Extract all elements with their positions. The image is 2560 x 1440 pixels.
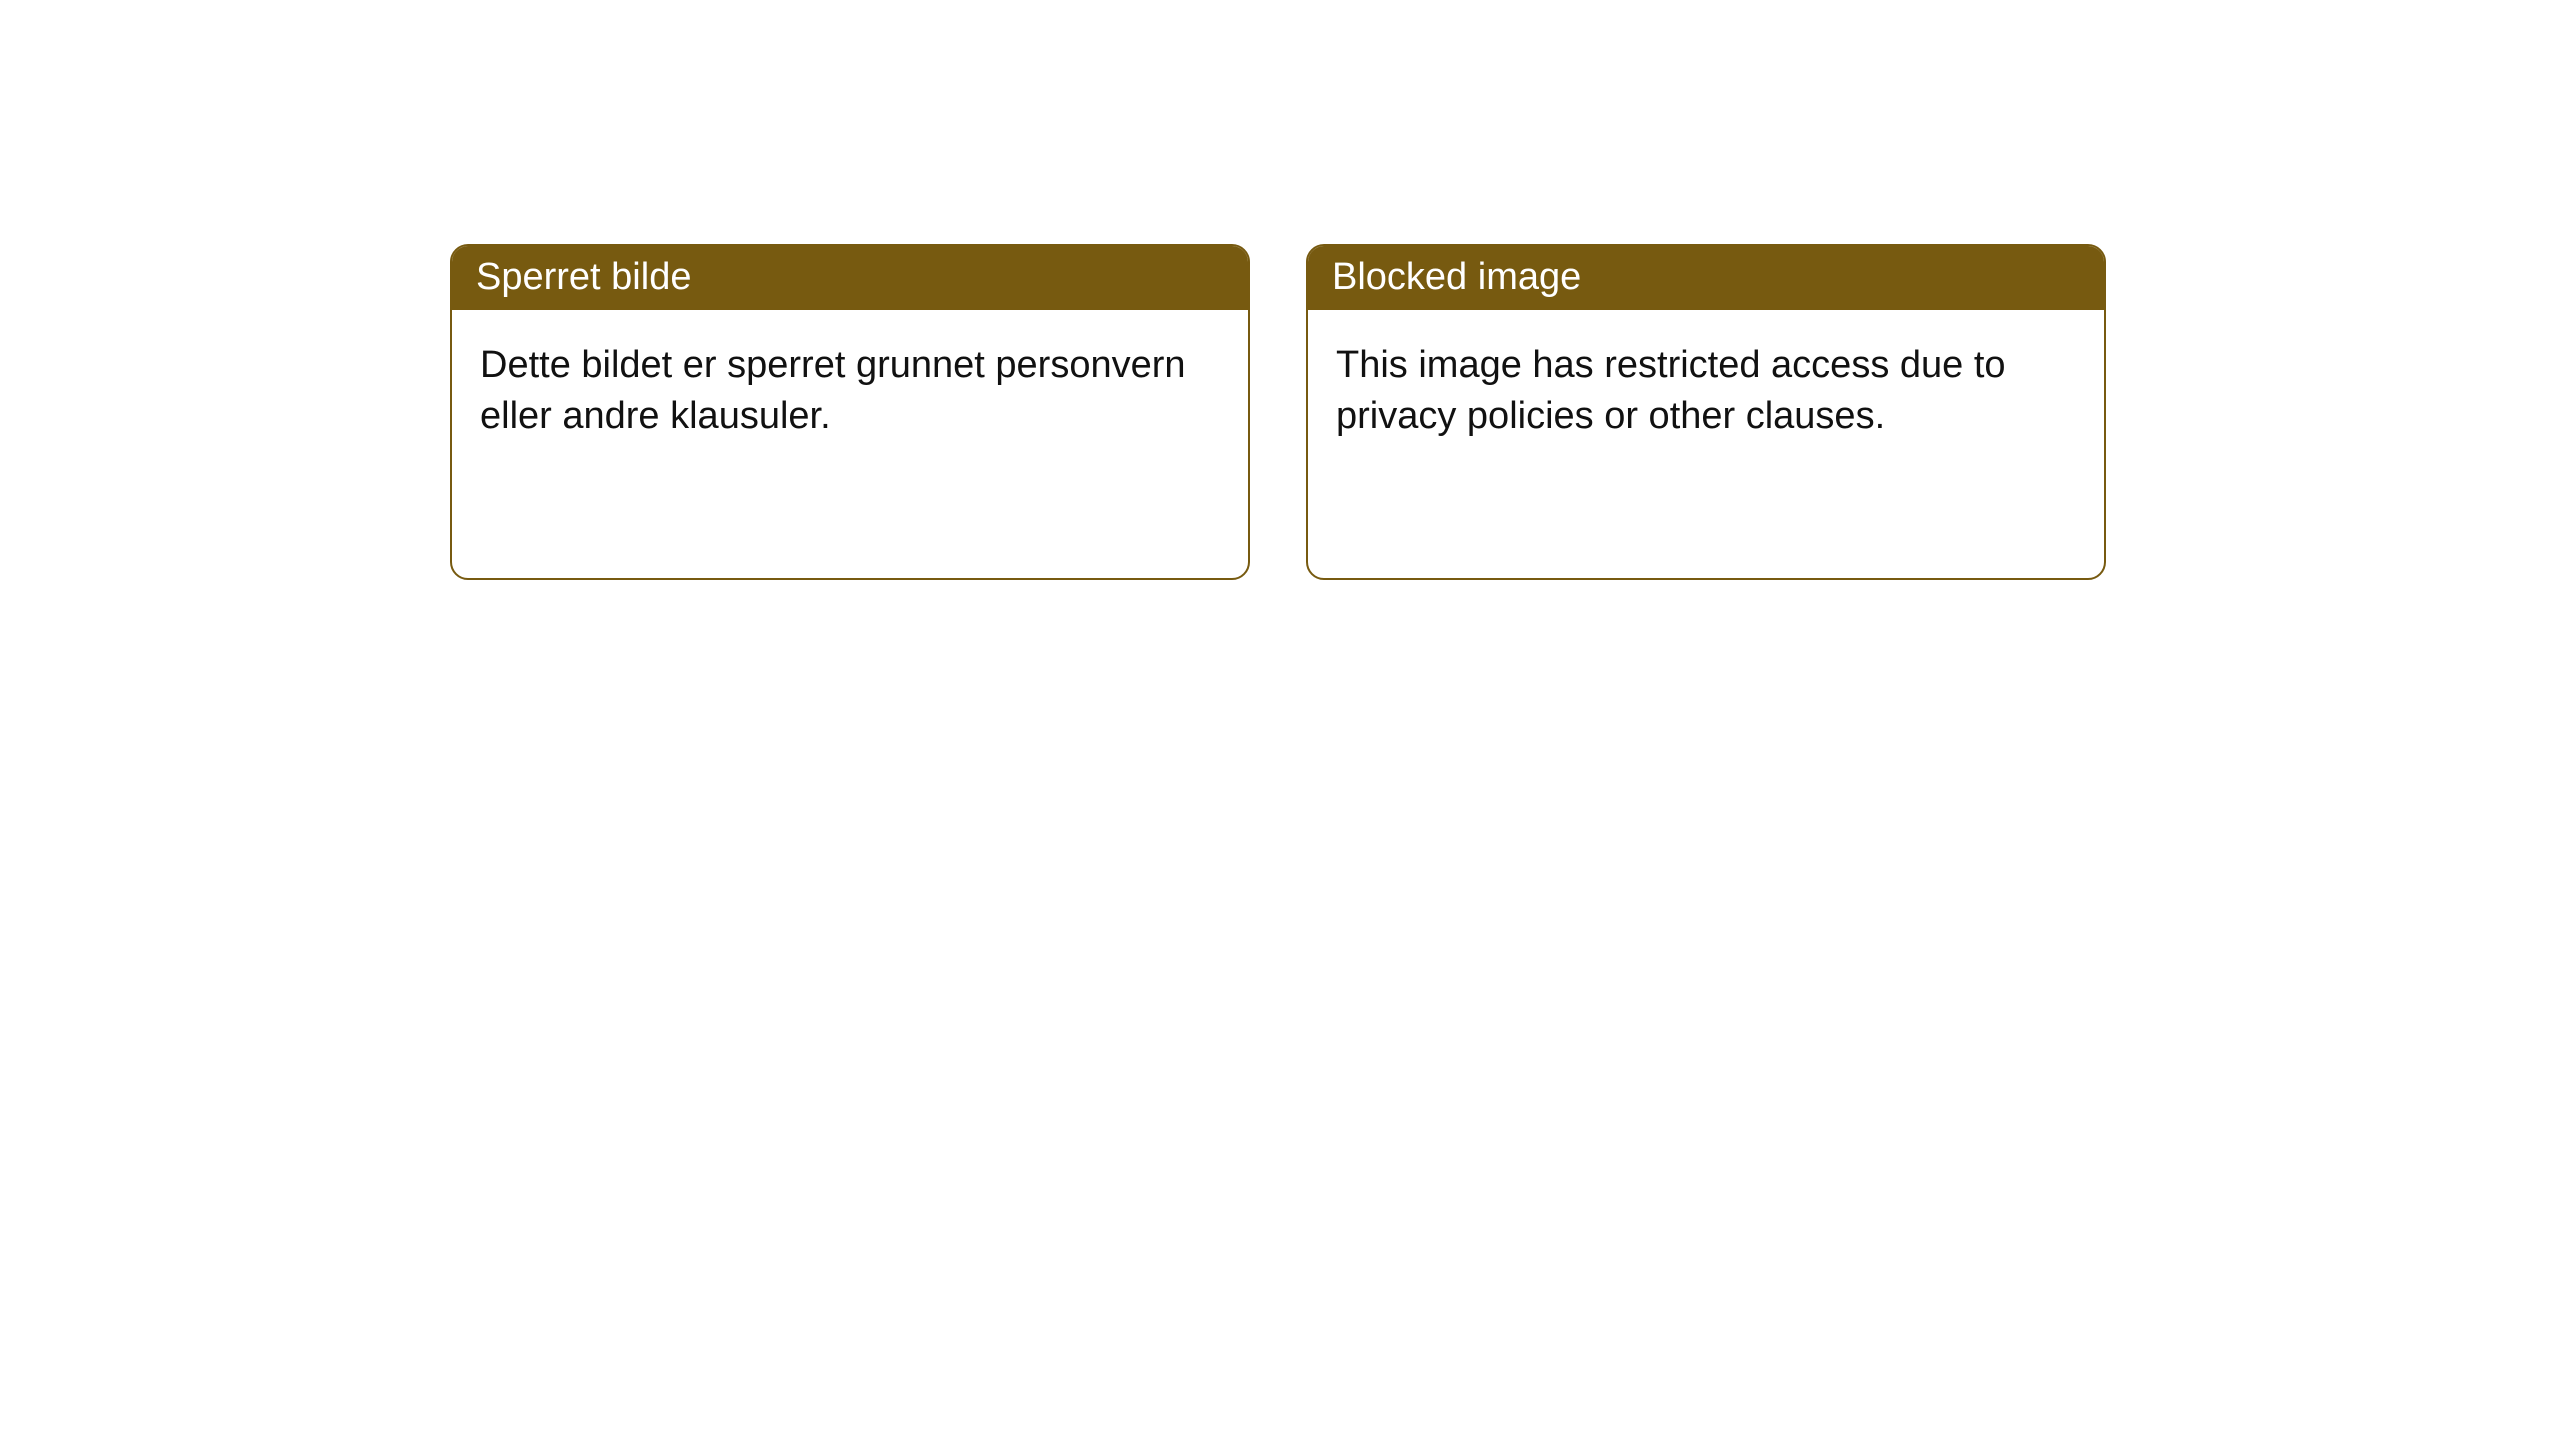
notice-card-title: Blocked image: [1308, 246, 2104, 310]
notice-card-title: Sperret bilde: [452, 246, 1248, 310]
notice-card-body: This image has restricted access due to …: [1308, 310, 2104, 443]
notice-card-body: Dette bildet er sperret grunnet personve…: [452, 310, 1248, 443]
notice-card-norwegian: Sperret bilde Dette bildet er sperret gr…: [450, 244, 1250, 580]
notice-cards-row: Sperret bilde Dette bildet er sperret gr…: [0, 0, 2560, 580]
notice-card-english: Blocked image This image has restricted …: [1306, 244, 2106, 580]
